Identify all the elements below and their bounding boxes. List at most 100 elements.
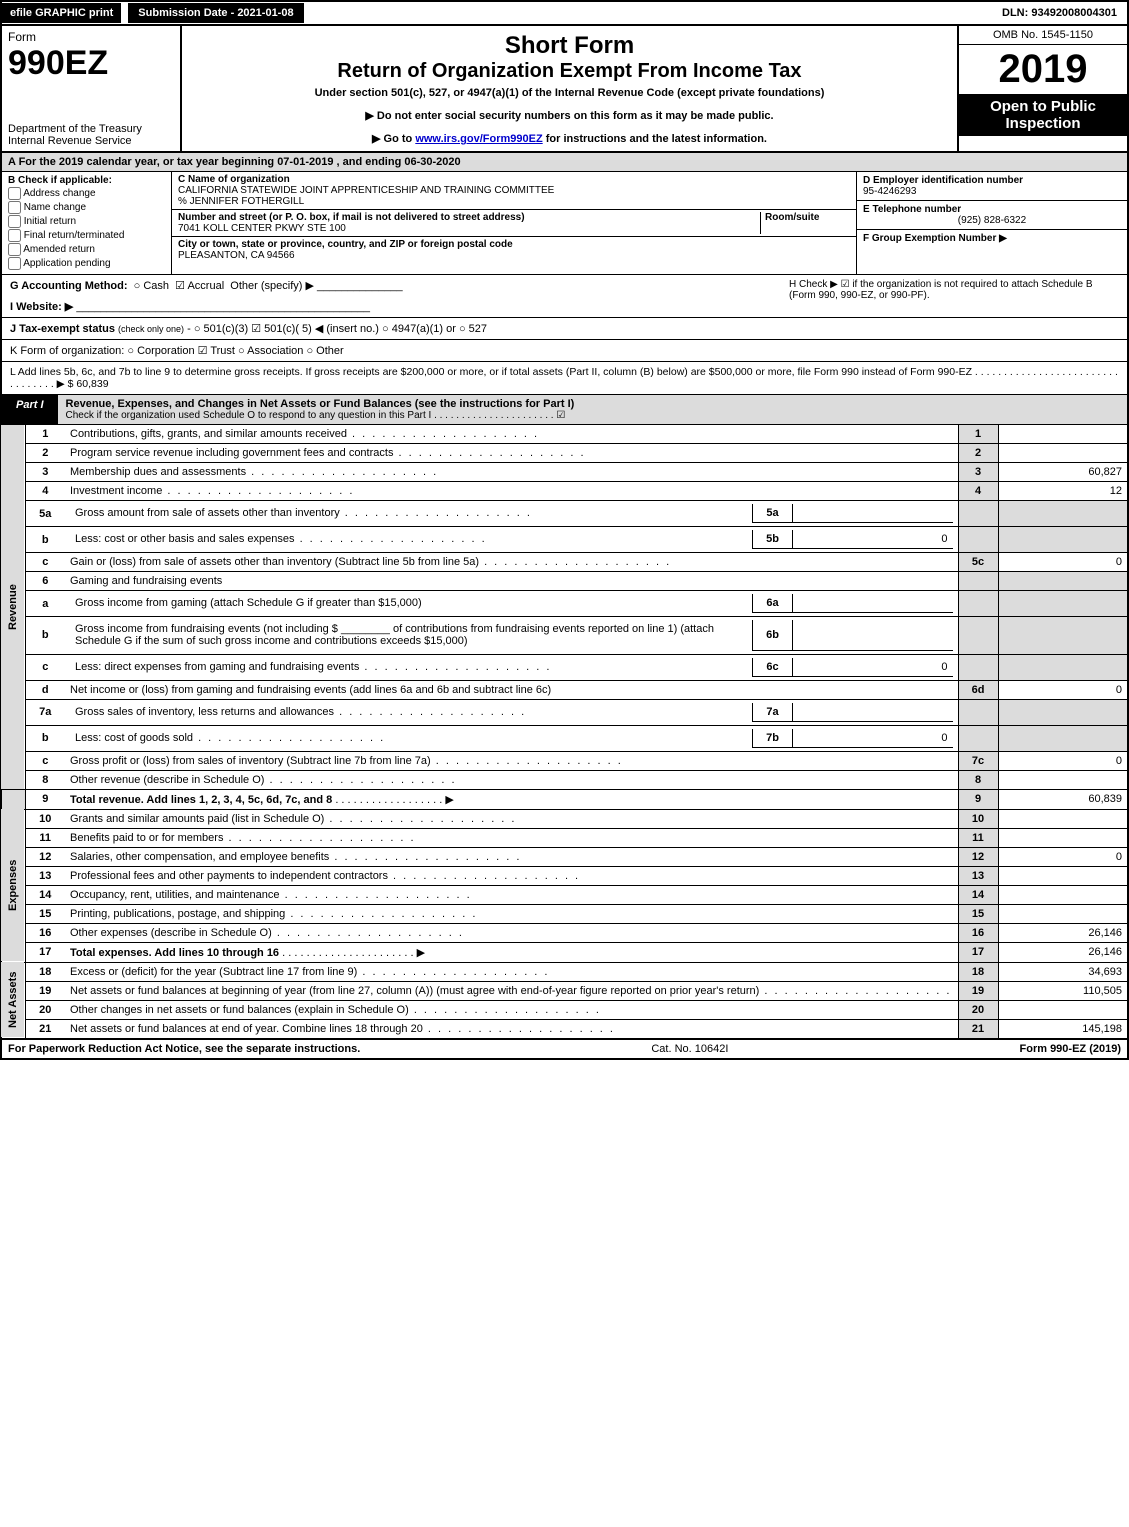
- submission-date: Submission Date - 2021-01-08: [127, 2, 304, 24]
- part1-header: Part I Revenue, Expenses, and Changes in…: [0, 395, 1129, 425]
- subtitle: Under section 501(c), 527, or 4947(a)(1)…: [188, 87, 951, 99]
- ln-13-desc: Professional fees and other payments to …: [65, 866, 958, 885]
- form-number: 990EZ: [8, 44, 174, 83]
- ln-19-desc: Net assets or fund balances at beginning…: [65, 981, 958, 1000]
- tax-period-row: A For the 2019 calendar year, or tax yea…: [0, 153, 1129, 172]
- ln-8-desc: Other revenue (describe in Schedule O): [65, 770, 958, 789]
- tel-value: (925) 828-6322: [863, 215, 1121, 226]
- ln-1-rtno: 1: [958, 425, 998, 444]
- ln-16-desc: Other expenses (describe in Schedule O): [65, 923, 958, 942]
- gross-receipts-note: L Add lines 5b, 6c, and 7b to line 9 to …: [0, 362, 1129, 395]
- ssn-notice: ▶ Do not enter social security numbers o…: [188, 109, 951, 122]
- city-label: City or town, state or province, country…: [178, 239, 850, 250]
- ln-7b-subval: 0: [793, 729, 953, 748]
- irs-label: Internal Revenue Service: [8, 135, 174, 147]
- ln-10-val: [998, 809, 1128, 828]
- addr-label: Number and street (or P. O. box, if mail…: [178, 212, 760, 223]
- ln-2-desc: Program service revenue including govern…: [65, 444, 958, 463]
- chk-name-change[interactable]: Name change: [8, 201, 165, 214]
- ln-14-val: [998, 885, 1128, 904]
- netassets-sidelabel: Net Assets: [1, 962, 25, 1038]
- ln-7c-desc: Gross profit or (loss) from sales of inv…: [65, 751, 958, 770]
- part1-tag: Part I: [2, 395, 58, 424]
- tax-year: 2019: [959, 45, 1127, 94]
- chk-application-pending[interactable]: Application pending: [8, 257, 165, 270]
- city-state-zip: PLEASANTON, CA 94566: [178, 250, 850, 261]
- street-address: 7041 KOLL CENTER PKWY STE 100: [178, 223, 760, 234]
- ln-21-desc: Net assets or fund balances at end of ye…: [65, 1019, 958, 1038]
- footer-catno: Cat. No. 10642I: [360, 1043, 1019, 1055]
- ln-3-desc: Membership dues and assessments: [65, 463, 958, 482]
- part1-table: Revenue 1 Contributions, gifts, grants, …: [0, 425, 1129, 1039]
- ln-3-val: 60,827: [998, 463, 1128, 482]
- revenue-sidelabel: Revenue: [1, 425, 25, 789]
- ln-5c-val: 0: [998, 553, 1128, 572]
- ln-12-val: 0: [998, 847, 1128, 866]
- goto-notice: ▶ Go to www.irs.gov/Form990EZ for instru…: [188, 132, 951, 145]
- chk-initial-return[interactable]: Initial return: [8, 215, 165, 228]
- ln-4-desc: Investment income: [65, 482, 958, 501]
- ln-10-desc: Grants and similar amounts paid (list in…: [65, 809, 958, 828]
- chk-amended-return[interactable]: Amended return: [8, 243, 165, 256]
- ln-5b-subval: 0: [793, 530, 953, 549]
- ln-17-val: 26,146: [998, 942, 1128, 962]
- form-word: Form: [8, 30, 174, 44]
- footer-formref: Form 990-EZ (2019): [1020, 1043, 1122, 1055]
- org-name: CALIFORNIA STATEWIDE JOINT APPRENTICESHI…: [178, 185, 850, 196]
- ln-7c-val: 0: [998, 751, 1128, 770]
- org-name-label: C Name of organization: [178, 174, 850, 185]
- ln-6-desc: Gaming and fundraising events: [65, 572, 958, 591]
- ln-14-desc: Occupancy, rent, utilities, and maintena…: [65, 885, 958, 904]
- ln-4-val: 12: [998, 482, 1128, 501]
- ln-9-desc: Total revenue. Add lines 1, 2, 3, 4, 5c,…: [65, 789, 958, 809]
- chk-address-change[interactable]: Address change: [8, 187, 165, 200]
- ln-6b-subval: [793, 620, 953, 650]
- ln-8-val: [998, 770, 1128, 789]
- box-b-header: B Check if applicable:: [8, 175, 165, 186]
- tax-exempt-status: J Tax-exempt status (check only one) - ○…: [0, 318, 1129, 340]
- top-bar: efile GRAPHIC print Submission Date - 20…: [0, 0, 1129, 26]
- efile-label[interactable]: efile GRAPHIC print: [2, 3, 121, 23]
- part1-title: Revenue, Expenses, and Changes in Net As…: [66, 398, 575, 410]
- short-form-title: Short Form: [188, 32, 951, 60]
- ln-11-desc: Benefits paid to or for members: [65, 828, 958, 847]
- ln-18-val: 34,693: [998, 962, 1128, 981]
- ln-20-val: [998, 1000, 1128, 1019]
- irs-link[interactable]: www.irs.gov/Form990EZ: [415, 133, 542, 145]
- ln-7a-subval: [793, 703, 953, 722]
- ln-7a-desc: Gross sales of inventory, less returns a…: [70, 703, 753, 722]
- ln-19-val: 110,505: [998, 981, 1128, 1000]
- ln-2-val: [998, 444, 1128, 463]
- row-gh: G Accounting Method: ○ Cash ☑ Accrual Ot…: [0, 275, 1129, 318]
- ln-21-val: 145,198: [998, 1019, 1128, 1038]
- ln-6d-desc: Net income or (loss) from gaming and fun…: [65, 680, 958, 699]
- accounting-method: G Accounting Method: ○ Cash ☑ Accrual Ot…: [10, 279, 789, 292]
- form-of-organization: K Form of organization: ○ Corporation ☑ …: [0, 340, 1129, 362]
- ln-5c-desc: Gain or (loss) from sale of assets other…: [65, 553, 958, 572]
- ln-6c-subval: 0: [793, 658, 953, 677]
- ln-20-desc: Other changes in net assets or fund bala…: [65, 1000, 958, 1019]
- dept-label: Department of the Treasury: [8, 123, 174, 135]
- omb-number: OMB No. 1545-1150: [959, 26, 1127, 45]
- ln-12-desc: Salaries, other compensation, and employ…: [65, 847, 958, 866]
- ln-5b-desc: Less: cost or other basis and sales expe…: [70, 530, 753, 549]
- ln-13-val: [998, 866, 1128, 885]
- open-public-badge: Open to Public Inspection: [959, 94, 1127, 136]
- expenses-sidelabel: Expenses: [1, 809, 25, 962]
- room-label: Room/suite: [765, 212, 850, 223]
- dln-label: DLN: 93492008004301: [992, 3, 1127, 23]
- website-row: I Website: ▶ ___________________________…: [10, 300, 789, 313]
- ln-15-val: [998, 904, 1128, 923]
- ln-18-desc: Excess or (deficit) for the year (Subtra…: [65, 962, 958, 981]
- ein-label: D Employer identification number: [863, 175, 1121, 186]
- ln-1-val: [998, 425, 1128, 444]
- chk-final-return[interactable]: Final return/terminated: [8, 229, 165, 242]
- page-footer: For Paperwork Reduction Act Notice, see …: [0, 1039, 1129, 1060]
- ln-6c-desc: Less: direct expenses from gaming and fu…: [70, 658, 753, 677]
- ln-6a-desc: Gross income from gaming (attach Schedul…: [70, 594, 753, 613]
- ln-6d-val: 0: [998, 680, 1128, 699]
- box-b: B Check if applicable: Address change Na…: [2, 172, 172, 274]
- group-exemption-label: F Group Exemption Number ▶: [863, 233, 1121, 244]
- form-header: Form 990EZ Department of the Treasury In…: [0, 26, 1129, 153]
- footer-left: For Paperwork Reduction Act Notice, see …: [8, 1043, 360, 1055]
